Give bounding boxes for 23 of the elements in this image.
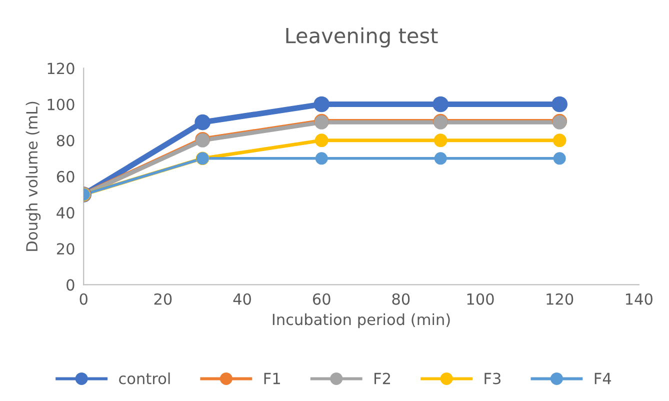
y-axis-title: Dough volume (mL) xyxy=(26,102,41,251)
legend-label: F1 xyxy=(264,372,280,384)
legend-label: F4 xyxy=(594,372,612,384)
x-tick-label: 40 xyxy=(233,293,251,305)
x-tick-label: 100 xyxy=(467,293,494,305)
x-tick-label: 0 xyxy=(80,293,88,305)
y-tick-label: 60 xyxy=(56,170,74,182)
x-tick-label: 60 xyxy=(312,293,330,305)
x-tick-label: 140 xyxy=(626,293,652,305)
x-axis-title: Incubation period (min) xyxy=(272,313,450,328)
y-tick-label: 120 xyxy=(48,62,74,74)
y-tick-label: 20 xyxy=(56,243,74,255)
y-tick-label: 40 xyxy=(56,206,74,219)
chart-title: Leavening test xyxy=(286,27,438,48)
legend-label: F2 xyxy=(374,372,390,384)
legend-label: control xyxy=(119,372,170,384)
x-tick-label: 120 xyxy=(546,293,574,305)
x-tick-label: 20 xyxy=(154,293,172,305)
y-tick-label: 0 xyxy=(66,279,74,291)
y-tick-label: 100 xyxy=(48,98,74,110)
y-tick-label: 80 xyxy=(56,134,74,146)
x-tick-label: 80 xyxy=(392,293,410,305)
legend-label: F3 xyxy=(484,372,500,384)
